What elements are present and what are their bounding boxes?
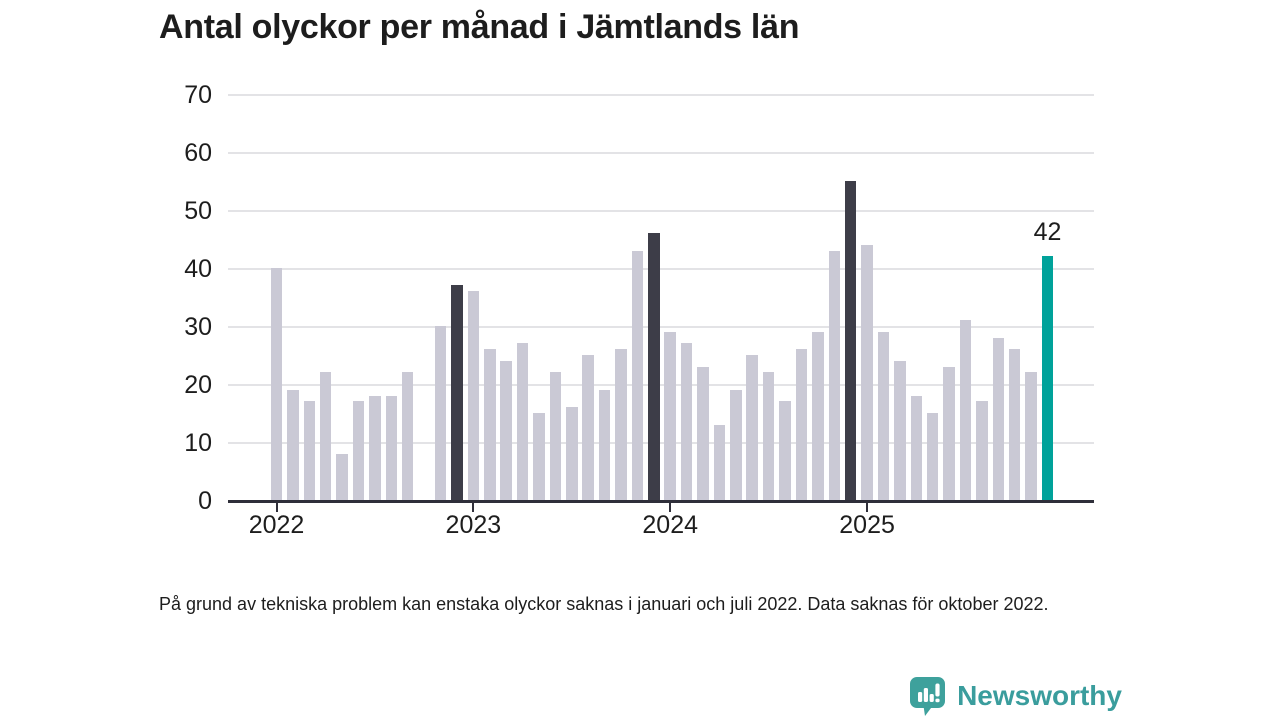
bar-2023-09 — [598, 389, 611, 500]
bar-2022-05 — [336, 453, 348, 500]
bar-2023-05 — [533, 413, 545, 500]
bar-2023-03 — [500, 360, 512, 500]
bar-2025-12 — [1041, 256, 1054, 500]
bar-2022-12 — [451, 285, 463, 500]
gridline-50 — [228, 210, 1094, 212]
x-axis-tick-2023 — [472, 503, 475, 512]
y-axis-tick-label: 60 — [184, 139, 212, 167]
bar-2024-02 — [680, 343, 693, 500]
x-axis-tick-2024 — [669, 503, 672, 512]
x-axis-year-label: 2024 — [642, 511, 699, 539]
bar-2022-03 — [303, 401, 316, 500]
chart-footnote: På grund av tekniska problem kan enstaka… — [159, 594, 1049, 614]
x-axis-tick-2025 — [866, 503, 869, 512]
x-axis-year-label: 2025 — [839, 511, 895, 539]
gridline-20 — [228, 384, 1094, 386]
bar-2023-02 — [484, 349, 496, 500]
bar-2024-09 — [795, 349, 808, 500]
gridline-10 — [228, 442, 1094, 444]
bar-2023-06 — [549, 372, 562, 500]
bar-2023-01 — [467, 291, 480, 500]
bar-2025-07 — [959, 320, 972, 500]
bar-2024-10 — [812, 331, 824, 500]
newsworthy-wordmark: Newsworthy — [957, 679, 1122, 711]
bar-2022-02 — [287, 389, 299, 500]
bar-value-label: 42 — [1033, 218, 1062, 247]
bar-2024-04 — [713, 424, 726, 500]
bar-2024-11 — [828, 250, 841, 500]
bar-2022-09 — [401, 372, 414, 500]
newsworthy-logo[interactable]: Newsworthy — [907, 675, 1122, 716]
x-axis-year-label: 2023 — [445, 511, 502, 539]
bar-2022-04 — [319, 372, 332, 500]
bar-2022-07 — [369, 395, 381, 500]
bar-2025-02 — [877, 331, 890, 500]
y-axis-tick-label: 70 — [184, 81, 212, 109]
chart-title: Antal olyckor per månad i Jämtlands län — [159, 8, 800, 46]
bar-2022-11 — [434, 326, 447, 500]
bar-2024-07 — [762, 372, 775, 500]
bar-2025-06 — [943, 366, 955, 500]
bar-2025-01 — [861, 244, 873, 500]
bar-2022-01 — [270, 268, 283, 500]
x-axis-year-label: 2022 — [248, 511, 305, 539]
bar-2023-11 — [631, 250, 644, 500]
bar-2025-03 — [894, 360, 906, 500]
bar-2023-08 — [582, 355, 594, 500]
bar-2022-08 — [385, 395, 398, 500]
gridline-70 — [228, 94, 1094, 96]
bar-2023-07 — [566, 407, 578, 500]
bar-2024-05 — [730, 389, 742, 500]
y-axis-tick-label: 40 — [184, 255, 212, 283]
bar-2023-10 — [615, 349, 627, 500]
gridline-40 — [228, 268, 1094, 270]
bar-2022-06 — [352, 401, 365, 500]
bar-2025-09 — [992, 337, 1005, 500]
x-axis-tick-2022 — [275, 503, 278, 512]
gridline-60 — [228, 152, 1094, 154]
bar-2024-06 — [746, 355, 758, 500]
y-axis-tick-label: 0 — [198, 487, 212, 515]
bar-2025-10 — [1008, 349, 1021, 500]
bar-2025-08 — [976, 401, 988, 500]
bar-2025-11 — [1025, 372, 1037, 500]
bar-2023-12 — [648, 233, 660, 500]
bar-2025-04 — [910, 395, 923, 500]
bar-chart-plot-area: 2022 2023 2024 2025 42 — [228, 94, 1094, 539]
bar-2025-05 — [926, 413, 939, 500]
gridline-30 — [228, 326, 1094, 328]
bar-2024-03 — [697, 366, 709, 500]
x-axis-line — [228, 500, 1094, 503]
y-axis-tick-label: 10 — [184, 429, 212, 457]
y-axis-tick-label: 50 — [184, 197, 212, 225]
bar-2024-08 — [779, 401, 791, 500]
bar-2024-12 — [844, 181, 857, 500]
bar-2024-01 — [664, 331, 676, 500]
bar-2023-04 — [516, 343, 529, 500]
y-axis-tick-label: 20 — [184, 371, 212, 399]
y-axis-tick-label: 30 — [184, 313, 212, 341]
newsworthy-icon — [910, 677, 946, 716]
